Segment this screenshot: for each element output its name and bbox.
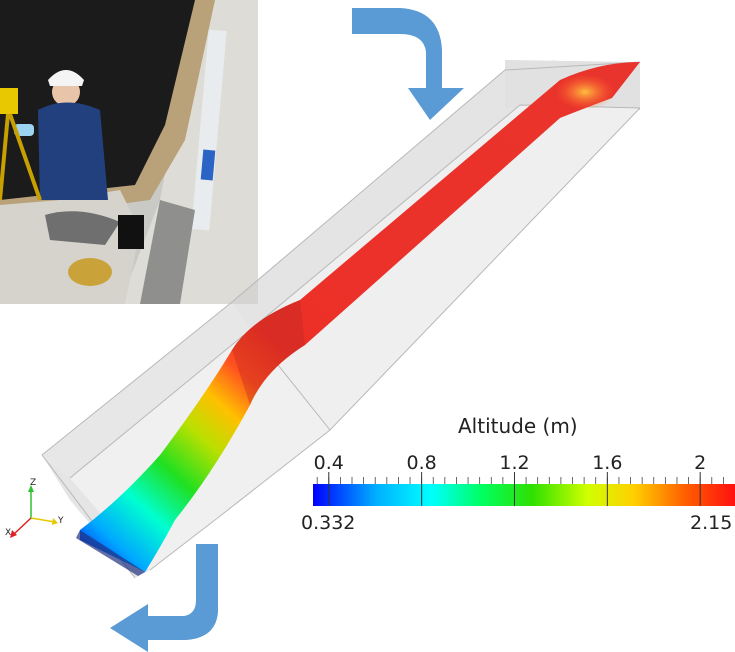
axis-x-label: X — [5, 528, 12, 538]
water-surface — [76, 62, 640, 576]
colorbar-tick-label: 1.2 — [499, 452, 530, 474]
axes-triad — [10, 485, 58, 538]
site-photo-illustration — [0, 0, 258, 304]
inflow-arrow — [352, 8, 464, 120]
outflow-arrow — [110, 544, 218, 652]
colorbar-title: Altitude (m) — [458, 414, 578, 438]
colorbar-tick-label: 0.8 — [406, 452, 437, 474]
site-photo — [0, 0, 258, 304]
colorbar-tick-label: 1.6 — [592, 452, 623, 474]
colorbar-tick-label: 0.4 — [313, 452, 344, 474]
colorbar-ticks — [316, 472, 724, 506]
colorbar-max-label: 2.15 — [690, 512, 733, 534]
axis-z-label: Z — [30, 478, 37, 488]
axis-y-label: Y — [58, 516, 64, 526]
colorbar-min-label: 0.332 — [301, 512, 356, 534]
channel-edges — [41, 61, 641, 579]
colorbar-gradient — [313, 484, 735, 506]
colorbar-tick-label: 2 — [694, 452, 707, 474]
colorbar — [313, 472, 735, 506]
